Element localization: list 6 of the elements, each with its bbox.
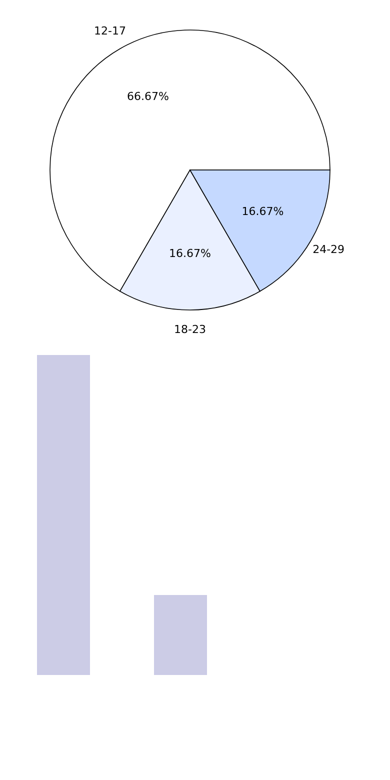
data-label: 16.67%	[169, 247, 211, 260]
data-label: 16.67%	[242, 205, 284, 218]
slice-label: 24-29	[312, 243, 345, 256]
slice-label: 18-23	[174, 323, 206, 336]
data-label: 66.67%	[127, 90, 169, 104]
slice-label: 12-17	[94, 24, 126, 38]
